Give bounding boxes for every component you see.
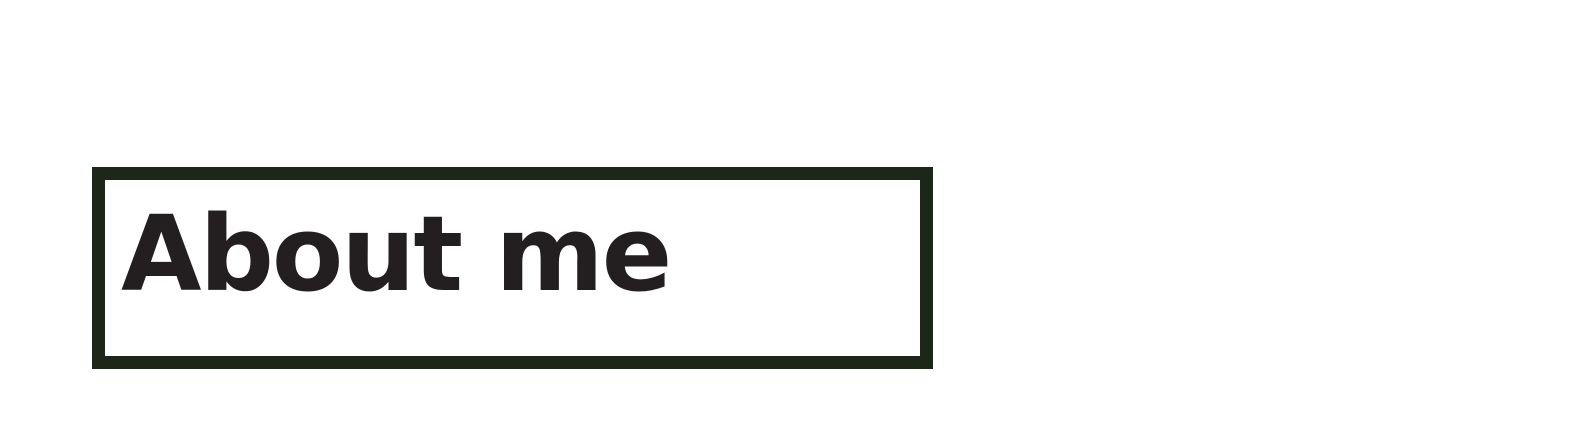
section-title: About me <box>121 193 672 315</box>
section-title-frame: About me <box>92 167 933 369</box>
